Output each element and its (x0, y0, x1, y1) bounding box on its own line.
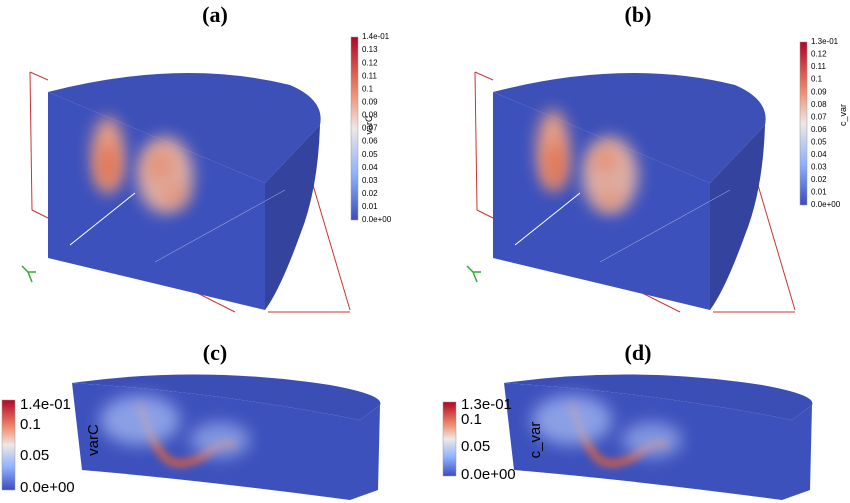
colorbar-tick-label: 0.05 (811, 137, 827, 146)
colorbar-tick-label: 0.05 (461, 438, 490, 455)
field-blob (100, 395, 180, 445)
colorbar-tick-label: 0.07 (811, 112, 827, 121)
colorbar-tick-label: 0.02 (811, 175, 827, 184)
axes-triad (466, 265, 481, 283)
top-face (48, 73, 321, 183)
bounding-box (29, 71, 49, 81)
colorbar (442, 401, 457, 477)
rendering (466, 71, 796, 313)
colorbar-tick-label: 0.08 (811, 100, 827, 109)
field-blob (532, 395, 612, 445)
probe-line (599, 189, 731, 263)
top-face (72, 374, 381, 420)
colorbar-tick-label: 0.08 (362, 111, 378, 120)
field-blob (161, 183, 189, 207)
top-face (504, 374, 813, 420)
colorbar-tick-label: 1.3e-01 (461, 396, 512, 413)
colorbar-tick-label: 0.0e+00 (811, 200, 841, 209)
side-face (710, 125, 765, 310)
colorbar-tick-label: 0.05 (362, 150, 378, 159)
field-blob (622, 422, 682, 458)
bounding-box (474, 71, 796, 313)
panel-label: (d) (625, 340, 652, 365)
rendering (504, 374, 813, 500)
field-blob (98, 143, 118, 187)
field-blob (146, 149, 174, 181)
top-face (493, 73, 766, 183)
colorbar-title: varC (85, 424, 102, 456)
colorbar (1, 399, 16, 491)
colorbar-tick-label: 0.0e+00 (362, 215, 392, 224)
colorbar-tick-label: 0.04 (811, 150, 827, 159)
colorbar-tick-label: 0.0e+00 (461, 466, 516, 483)
bounding-box (29, 71, 351, 313)
colorbar-tick-label: 0.1 (362, 84, 374, 93)
colorbar-tick-label: 0.04 (362, 163, 378, 172)
colorbar-tick-label: 1.4e-01 (20, 396, 71, 413)
colorbar-tick-label: 0.12 (362, 58, 378, 67)
colorbar-tick-label: 0.09 (811, 87, 827, 96)
colorbar (350, 36, 359, 221)
colorbar-tick-label: 0.07 (362, 124, 378, 133)
colorbar-tick-label: 0.01 (362, 202, 378, 211)
colorbar-tick-label: 0.03 (811, 162, 827, 171)
panel-label: (a) (202, 2, 228, 27)
colorbar-tick-label: 0.03 (362, 176, 378, 185)
rendering (21, 71, 351, 313)
colorbar (799, 41, 808, 206)
probe-line (154, 189, 286, 263)
field-blob (545, 141, 565, 189)
side-face (265, 125, 320, 310)
colorbar-tick-label: 0.05 (20, 447, 49, 464)
colorbar-title: varC (364, 115, 374, 135)
colorbar-title: c_var (838, 104, 848, 126)
field-blob (190, 422, 250, 458)
colorbar-tick-label: 0.1 (811, 75, 823, 84)
colorbar-tick-label: 0.1 (461, 411, 482, 428)
panel-label: (c) (203, 340, 227, 365)
panel-label: (b) (625, 2, 652, 27)
colorbar-tick-label: 0.06 (811, 125, 827, 134)
colorbar-tick-label: 0.1 (20, 416, 41, 433)
probe-line (69, 192, 136, 246)
field-blob (593, 146, 617, 174)
colorbar-tick-label: 0.06 (362, 137, 378, 146)
rendering (72, 374, 381, 500)
colorbar-tick-label: 0.0e+00 (20, 479, 75, 496)
colorbar-tick-label: 0.13 (362, 45, 378, 54)
colorbar-tick-label: 1.3e-01 (811, 37, 839, 46)
colorbar-tick-label: 0.11 (811, 62, 827, 71)
bounding-box (474, 71, 494, 81)
probe-line (514, 192, 581, 246)
colorbar-title: c_var (527, 422, 544, 459)
colorbar-tick-label: 0.01 (811, 188, 827, 197)
colorbar-tick-label: 0.02 (362, 189, 378, 198)
colorbar-tick-label: 0.11 (362, 71, 378, 80)
colorbar-tick-label: 0.12 (811, 50, 827, 59)
field-blob (598, 190, 622, 210)
colorbar-tick-label: 1.4e-01 (362, 32, 390, 41)
colorbar-tick-label: 0.09 (362, 97, 378, 106)
axes-triad (21, 265, 36, 283)
